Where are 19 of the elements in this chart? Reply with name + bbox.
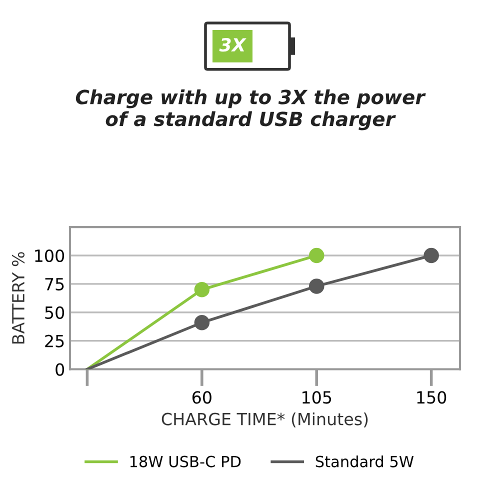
legend-label: 18W USB-C PD [130, 456, 241, 468]
y-axis-title: BATTERY % [12, 252, 25, 344]
point [308, 248, 324, 264]
point [194, 282, 210, 298]
chart-title: Charge with up to 3X the power of a standard USB charger [76, 89, 426, 130]
y-tick-label: 25 [45, 334, 64, 348]
x-tick-label: 105 [302, 391, 332, 404]
x-tick-label: 60 [192, 391, 212, 404]
x-tick-label: 150 [417, 391, 446, 404]
y-tick-label: 100 [35, 249, 64, 262]
y-tick-label: 0 [56, 363, 64, 376]
point [424, 248, 439, 264]
x-axis-title: CHARGE TIME* (Minutes) [162, 412, 368, 428]
point [194, 314, 210, 330]
y-tick-label: 75 [45, 278, 64, 290]
text: 3X [219, 38, 246, 52]
y-tick-label: 50 [45, 306, 64, 319]
point [308, 278, 324, 294]
legend-label: Standard 5W [316, 455, 414, 468]
